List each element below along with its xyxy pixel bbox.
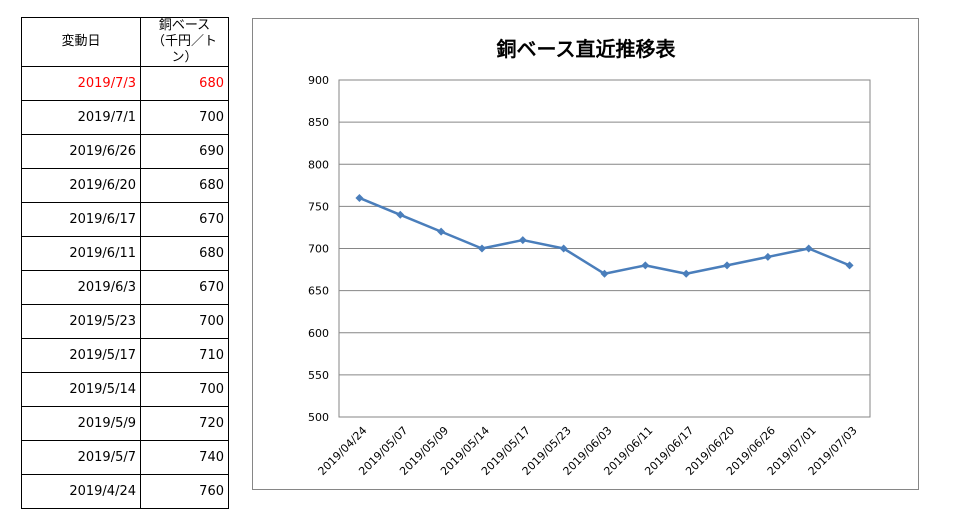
row-price: 700 <box>140 372 229 407</box>
row-price: 720 <box>140 406 229 441</box>
data-point <box>723 261 732 270</box>
y-tick-label: 550 <box>308 369 329 382</box>
column-header-price-line2: （千円／トン） <box>151 34 217 65</box>
row-price: 670 <box>140 202 229 237</box>
row-price: 710 <box>140 338 229 373</box>
column-header-date: 変動日 <box>21 17 141 67</box>
row-date: 2019/6/11 <box>21 236 141 271</box>
y-tick-label: 800 <box>308 158 329 171</box>
y-tick-label: 700 <box>308 243 329 256</box>
series-line <box>358 196 851 276</box>
data-point <box>477 244 486 253</box>
row-price: 740 <box>140 440 229 475</box>
data-point <box>559 244 568 253</box>
data-point <box>763 252 772 261</box>
row-date: 2019/4/24 <box>21 474 141 509</box>
row-date: 2019/6/3 <box>21 270 141 305</box>
table-row: 2019/6/11 680 <box>21 236 229 271</box>
y-tick-label: 650 <box>308 285 329 298</box>
row-date: 2019/6/20 <box>21 168 141 203</box>
data-point <box>518 236 527 245</box>
table-row: 2019/6/26 690 <box>21 134 229 169</box>
data-point <box>437 227 446 236</box>
column-header-price-line1: 銅ベース <box>158 18 211 33</box>
row-date: 2019/5/7 <box>21 440 141 475</box>
line-chart: 銅ベース直近推移表5005506006507007508008509002019… <box>308 37 871 478</box>
row-date: 2019/7/3 <box>21 66 141 101</box>
table-header-row: 変動日 銅ベース （千円／トン） <box>21 17 229 67</box>
table-row: 2019/7/3 680 <box>21 66 229 101</box>
table-row: 2019/6/17 670 <box>21 202 229 237</box>
row-date: 2019/5/23 <box>21 304 141 339</box>
data-point <box>682 269 691 278</box>
row-price: 700 <box>140 100 229 135</box>
row-date: 2019/5/17 <box>21 338 141 373</box>
table-row: 2019/5/17 710 <box>21 338 229 373</box>
chart-panel: 銅ベース直近推移表 500 550 600 650 700 750 800 850 900 2019… <box>252 18 919 490</box>
data-point <box>355 193 364 202</box>
row-price: 680 <box>140 66 229 101</box>
row-price: 760 <box>140 474 229 509</box>
table-row: 2019/5/14 700 <box>21 372 229 407</box>
row-date: 2019/5/14 <box>21 372 141 407</box>
row-date: 2019/5/9 <box>21 406 141 441</box>
data-point <box>600 269 609 278</box>
row-price: 690 <box>140 134 229 169</box>
y-tick-label: 500 <box>308 411 329 424</box>
y-tick-label: 900 <box>308 74 329 87</box>
plot-area <box>338 79 871 418</box>
table-row: 2019/7/1 700 <box>21 100 229 135</box>
data-point <box>804 244 813 253</box>
table-row: 2019/6/20 680 <box>21 168 229 203</box>
row-date: 2019/6/26 <box>21 134 141 169</box>
column-header-price: 銅ベース （千円／トン） <box>140 17 229 67</box>
y-tick-label: 850 <box>308 116 329 129</box>
row-price: 670 <box>140 270 229 305</box>
chart-title: 銅ベース直近推移表 <box>497 37 677 61</box>
data-point <box>396 210 405 219</box>
row-price: 700 <box>140 304 229 339</box>
row-date: 2019/7/1 <box>21 100 141 135</box>
table-row: 2019/5/9 720 <box>21 406 229 441</box>
data-point <box>641 261 650 270</box>
table-body: 2019/7/3 680 2019/7/1 700 2019/6/26 690 2019/6… <box>21 66 229 509</box>
y-tick-label: 600 <box>308 327 329 340</box>
data-point <box>845 261 854 270</box>
table-row: 2019/5/7 740 <box>21 440 229 475</box>
row-price: 680 <box>140 236 229 271</box>
row-price: 680 <box>140 168 229 203</box>
table-row: 2019/6/3 670 <box>21 270 229 305</box>
table-row: 2019/4/24 760 <box>21 474 229 509</box>
y-tick-label: 750 <box>308 200 329 213</box>
row-date: 2019/6/17 <box>21 202 141 237</box>
copper-price-table: 変動日 銅ベース （千円／トン） 2019/7/3 680 2019/7/1 700 2… <box>21 17 229 509</box>
table-row: 2019/5/23 700 <box>21 304 229 339</box>
